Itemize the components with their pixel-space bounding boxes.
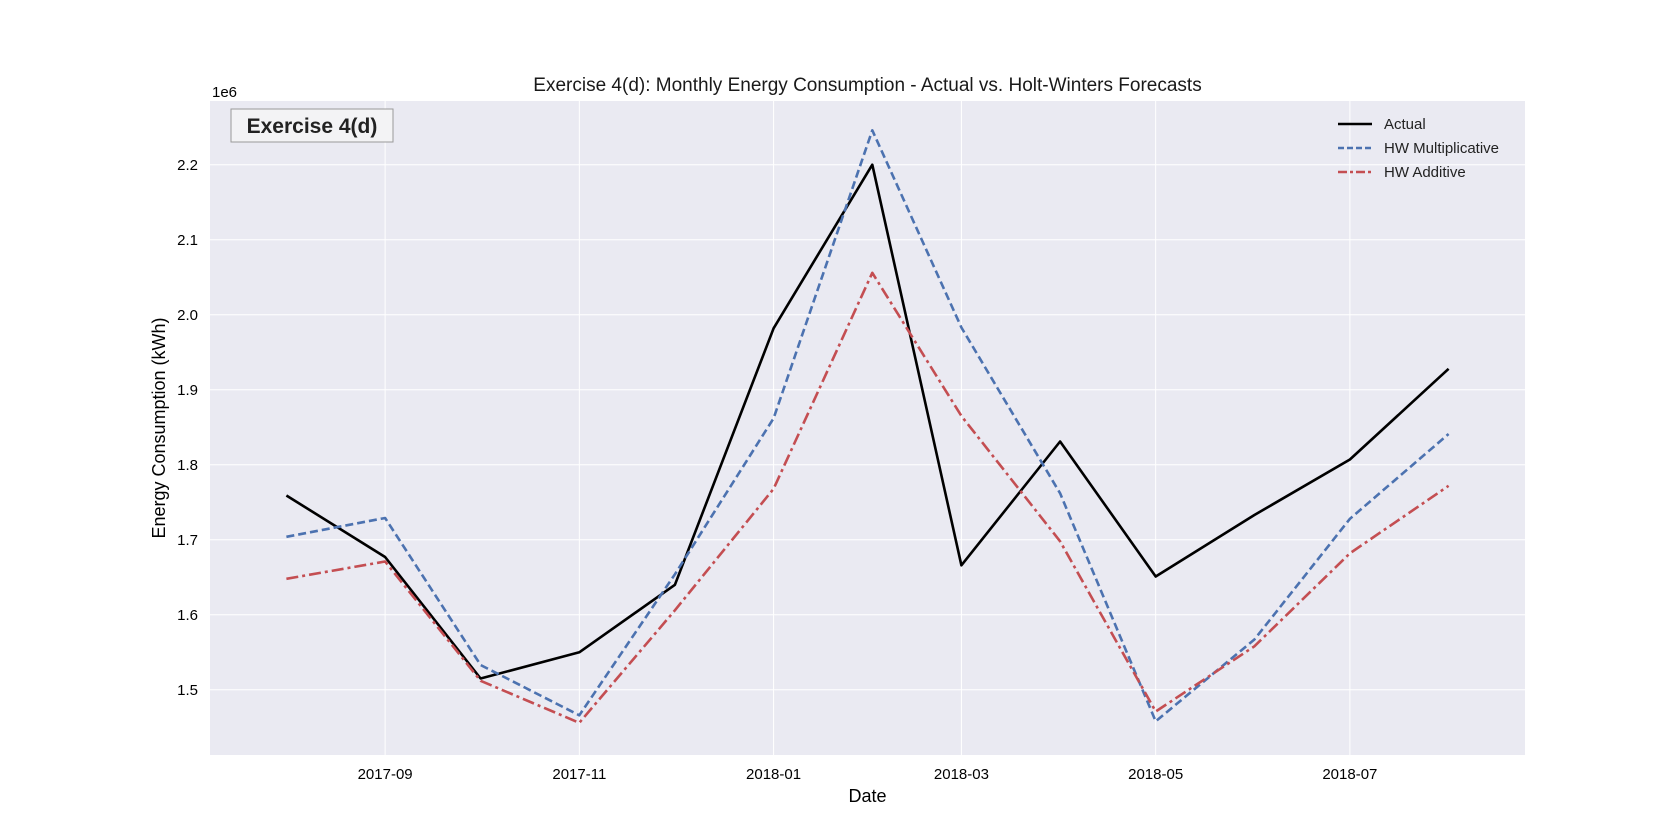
plot-area	[210, 101, 1525, 755]
x-gridlines	[384, 101, 1351, 755]
legend-label: Actual	[1384, 116, 1426, 133]
y-tick-label: 2.2	[177, 157, 198, 174]
y-tick-label: 1.5	[177, 682, 198, 699]
series-lines	[285, 129, 1450, 725]
x-tick-label: 2018-05	[1128, 766, 1183, 783]
x-tick-label: 2018-01	[746, 766, 801, 783]
y-tick-label: 1.7	[177, 532, 198, 549]
annotation-box: Exercise 4(d)	[230, 108, 394, 143]
series-line-1	[285, 163, 1450, 680]
y-tick-label: 2.0	[177, 307, 198, 324]
x-tick-label: 2017-09	[358, 766, 413, 783]
chart-title: Exercise 4(d): Monthly Energy Consumptio…	[533, 75, 1201, 96]
legend-label: HW Multiplicative	[1384, 140, 1499, 157]
y-tick-label: 1.6	[177, 607, 198, 624]
x-axis-label: Date	[848, 786, 886, 806]
y-tick-label: 1.9	[177, 382, 198, 399]
x-tick-labels: 2017-09 2017-11 2018-01 2018-03 2018-05 2018-…	[358, 766, 1378, 783]
series-line-2	[286, 129, 1450, 723]
annotation-text: Exercise 4(d)	[247, 115, 378, 138]
y-axis-label: Energy Consumption (kWh)	[149, 317, 169, 538]
x-tick-label: 2018-07	[1322, 766, 1377, 783]
legend-label: HW Additive	[1384, 164, 1466, 181]
y-tick-label: 2.1	[177, 232, 198, 249]
y-offset-label: 1e6	[212, 84, 237, 101]
x-tick-label: 2017-11	[552, 766, 606, 783]
series-line-3	[286, 271, 1450, 725]
legend: Actual HW Multiplicative HW Additive	[1338, 116, 1499, 181]
y-tick-labels: 1.5 1.6 1.7 1.8 1.9 2.0 2.1 2.2	[177, 157, 198, 699]
x-tick-label: 2018-03	[934, 766, 989, 783]
y-tick-label: 1.8	[177, 457, 198, 474]
